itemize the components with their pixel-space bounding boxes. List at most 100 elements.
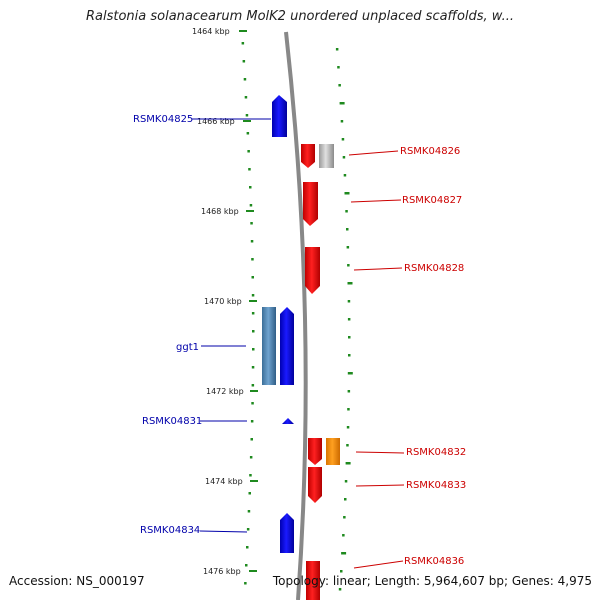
map-title: Ralstonia solanacearum MolK2 unordered u… <box>85 9 514 24</box>
tick-mark <box>247 150 250 153</box>
gene-label[interactable]: RSMK04836 <box>404 556 464 567</box>
tick-mark <box>342 534 345 537</box>
tick-mark <box>342 156 346 159</box>
tick-mark <box>345 462 351 465</box>
gene-label[interactable]: RSMK04826 <box>400 146 460 157</box>
tick-mark <box>249 186 252 189</box>
gene-RSMK04826[interactable] <box>301 144 315 168</box>
kbp-label: 1476 kbp <box>203 567 241 576</box>
tick-mark <box>347 390 351 393</box>
tick-mark <box>341 138 345 141</box>
tick-mark <box>338 588 342 591</box>
kbp-scale: 1464 kbp 1466 kbp 1468 kbp 1470 kbp 1472… <box>192 27 258 576</box>
tick-mark <box>245 564 248 567</box>
chromosome-axis <box>284 31 308 600</box>
kbp-tick <box>243 120 251 122</box>
tick-mark <box>251 312 255 315</box>
tick-mark <box>251 258 254 261</box>
tick-mark <box>244 582 247 585</box>
gene-RSMK04826-partner[interactable] <box>319 144 334 168</box>
tick-mark <box>348 354 351 357</box>
tick-mark <box>251 384 255 387</box>
tick-mark <box>252 348 255 351</box>
tick-mark <box>347 318 351 321</box>
tick-mark <box>344 192 350 195</box>
gene-RSMK04828[interactable] <box>305 247 320 294</box>
tick-mark <box>249 474 252 477</box>
kbp-label: 1470 kbp <box>204 297 242 306</box>
tick-mark <box>347 300 351 303</box>
tick-mark <box>249 204 253 207</box>
right-tick-track <box>335 48 353 591</box>
tick-mark <box>346 426 350 429</box>
tick-mark <box>335 48 339 51</box>
tick-mark <box>338 84 341 87</box>
tick-mark <box>248 492 251 495</box>
gene-RSMK04832[interactable] <box>326 438 340 465</box>
gene-RSMK04833[interactable] <box>308 467 322 503</box>
tick-mark <box>245 114 249 117</box>
tick-mark <box>247 510 251 513</box>
tick-mark <box>344 480 348 483</box>
tick-mark <box>340 120 344 123</box>
tick-mark <box>344 498 347 501</box>
topology-text: Topology: linear; Length: 5,964,607 bp; … <box>272 574 592 588</box>
tick-mark <box>243 78 247 81</box>
tick-mark <box>251 402 254 405</box>
tick-mark <box>244 96 248 99</box>
gene-RSMK04834[interactable] <box>280 513 294 553</box>
tick-mark <box>250 222 253 225</box>
kbp-tick <box>250 390 258 392</box>
gene-RSMK04832-left[interactable] <box>308 438 322 465</box>
kbp-tick <box>250 480 258 482</box>
gene-label[interactable]: RSMK04832 <box>406 447 466 458</box>
tick-mark <box>337 66 340 69</box>
kbp-label: 1464 kbp <box>192 27 230 36</box>
tick-mark <box>347 264 350 267</box>
tick-mark <box>347 408 350 411</box>
gene-RSMK04827[interactable] <box>303 182 318 226</box>
tick-mark <box>251 366 255 369</box>
leader-lines <box>192 118 405 569</box>
tick-mark <box>252 330 255 333</box>
gene-RSMK04836[interactable] <box>306 561 320 600</box>
tick-mark <box>348 336 351 339</box>
gene-RSMK04831[interactable] <box>282 418 294 424</box>
gene-label[interactable]: RSMK04834 <box>140 525 200 536</box>
tick-mark <box>347 372 353 375</box>
kbp-tick <box>246 210 254 212</box>
gene-RSMK04825[interactable] <box>272 95 287 137</box>
kbp-label: 1474 kbp <box>205 477 243 486</box>
kbp-label: 1466 kbp <box>197 117 235 126</box>
tick-mark <box>246 546 249 549</box>
accession-text: Accession: NS_000197 <box>9 574 145 588</box>
gene-labels: RSMK04825 ggt1 RSMK04831 RSMK04834 RSMK0… <box>133 114 466 567</box>
tick-mark <box>346 444 349 447</box>
kbp-tick <box>239 30 247 32</box>
tick-mark <box>242 60 246 63</box>
gene-label[interactable]: RSMK04831 <box>142 416 202 427</box>
tick-mark <box>346 228 349 231</box>
gene-label[interactable]: RSMK04827 <box>402 195 462 206</box>
tick-mark <box>250 420 254 423</box>
tick-mark <box>345 210 348 213</box>
tick-mark <box>251 276 254 279</box>
tick-mark <box>339 102 345 105</box>
tick-mark <box>251 294 255 297</box>
gene-label[interactable]: ggt1 <box>176 342 199 353</box>
tick-mark <box>250 240 254 243</box>
gene-label[interactable]: RSMK04825 <box>133 114 193 125</box>
gene-label[interactable]: RSMK04828 <box>404 263 464 274</box>
gene-ggt1[interactable] <box>280 307 294 385</box>
tick-mark <box>343 516 346 519</box>
kbp-tick <box>249 570 257 572</box>
gene-ggt1-partner[interactable] <box>262 307 276 385</box>
kbp-tick <box>249 300 257 302</box>
tick-mark <box>343 174 347 177</box>
tick-mark <box>341 552 347 555</box>
gene-label[interactable]: RSMK04833 <box>406 480 466 491</box>
tick-mark <box>340 570 343 573</box>
kbp-label: 1468 kbp <box>201 207 239 216</box>
tick-mark <box>346 246 350 249</box>
